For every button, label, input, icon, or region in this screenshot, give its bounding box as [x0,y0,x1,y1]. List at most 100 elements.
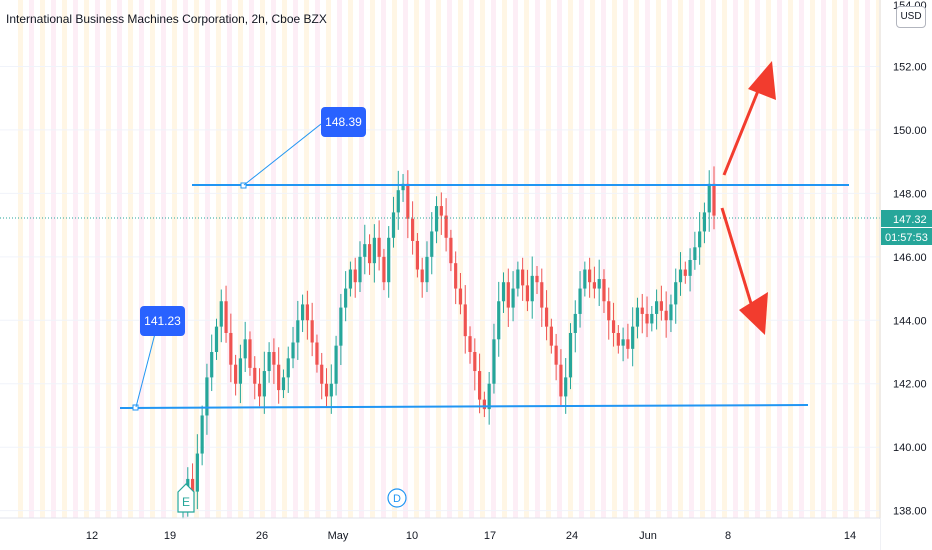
resistance-callout-line [243,123,322,186]
candle-body [344,288,348,308]
earnings-marker[interactable]: E [177,483,195,513]
session-band [579,0,584,518]
time-tick-label: 12 [86,530,98,542]
session-band [18,0,23,518]
session-band [117,0,122,518]
session-band [106,0,111,518]
candle-body [650,313,654,324]
last-price-badge [881,210,932,227]
candle-body [210,352,214,378]
session-shading [0,0,881,518]
price-tick-label: 146.00 [893,252,927,264]
session-band [326,0,331,518]
candle-body [387,237,391,283]
session-band [95,0,100,518]
session-band [645,0,650,518]
session-band [227,0,232,518]
candle-body [334,345,338,384]
session-band [480,0,485,518]
session-band [623,0,628,518]
candle-body [588,269,592,283]
session-band [40,0,45,518]
candle-body [262,371,266,397]
candle-body [277,364,281,391]
candle-body [434,206,439,232]
time-tick-label: 19 [164,530,176,542]
session-band [876,0,881,518]
time-axis[interactable] [0,519,880,550]
price-tick-label: 152.00 [893,61,927,73]
time-tick-label: 26 [256,530,268,542]
svg-text:D: D [393,493,401,505]
candle-body [214,326,219,353]
candle-body [348,269,353,289]
session-band [689,0,694,518]
time-tick-label: Jun [639,530,657,542]
candle-body [454,263,458,289]
candle-body [597,279,601,289]
candle-body [492,339,496,384]
candle-body [281,377,286,391]
candle-body [497,301,501,340]
arrow-down-icon[interactable] [720,207,768,335]
session-band [612,0,617,518]
candle-body [621,339,625,346]
session-band [315,0,320,518]
candle-body [616,332,620,346]
candle-body [468,336,472,353]
candle-body [506,282,510,308]
candle-body [473,352,477,372]
candle-body [501,282,506,302]
last-price-value: 147.32 [893,214,927,226]
session-band [293,0,298,518]
candle-body [607,301,611,321]
candle-body [568,332,573,378]
candle-body [463,304,467,337]
candle-body [377,237,381,257]
price-tick-label: 144.00 [893,315,927,327]
arrow-up-icon[interactable] [722,61,776,176]
candle-body [315,342,319,365]
candle-body [310,320,314,343]
candle-body [626,339,630,349]
candle-body [234,364,238,384]
resistance-callout[interactable] [321,107,366,137]
support-line[interactable] [119,404,809,409]
session-band [62,0,67,518]
currency-button[interactable]: USD [896,6,926,28]
candle-body [688,260,692,276]
svg-text:E: E [182,495,190,509]
session-band [304,0,309,518]
support-callout[interactable] [140,306,185,336]
session-band [491,0,496,518]
candle-body [535,275,539,283]
dividend-marker[interactable]: D [387,488,407,508]
price-tick-label: 140.00 [893,442,927,454]
session-band [370,0,375,518]
session-band [810,0,815,518]
session-band [403,0,408,518]
session-band [700,0,705,518]
session-band [249,0,254,518]
candle-body [300,304,305,321]
resistance-anchor[interactable] [240,182,247,189]
time-tick-label: May [328,530,349,542]
candle-body [611,320,616,333]
candle-body [693,247,697,260]
candle-body [549,326,553,346]
candle-body [286,358,290,378]
candle-body [482,399,486,410]
candle-body [382,256,386,283]
candlestick-series [181,166,716,519]
support-anchor[interactable] [132,404,139,411]
candle-body [702,212,707,232]
chart-title: International Business Machines Corporat… [6,12,327,26]
session-band [535,0,540,518]
candle-body [707,183,711,213]
time-tick-label: 8 [725,530,731,542]
session-band [799,0,804,518]
price-axis[interactable] [881,0,932,550]
candle-body [396,190,400,213]
candle-body [674,282,678,305]
